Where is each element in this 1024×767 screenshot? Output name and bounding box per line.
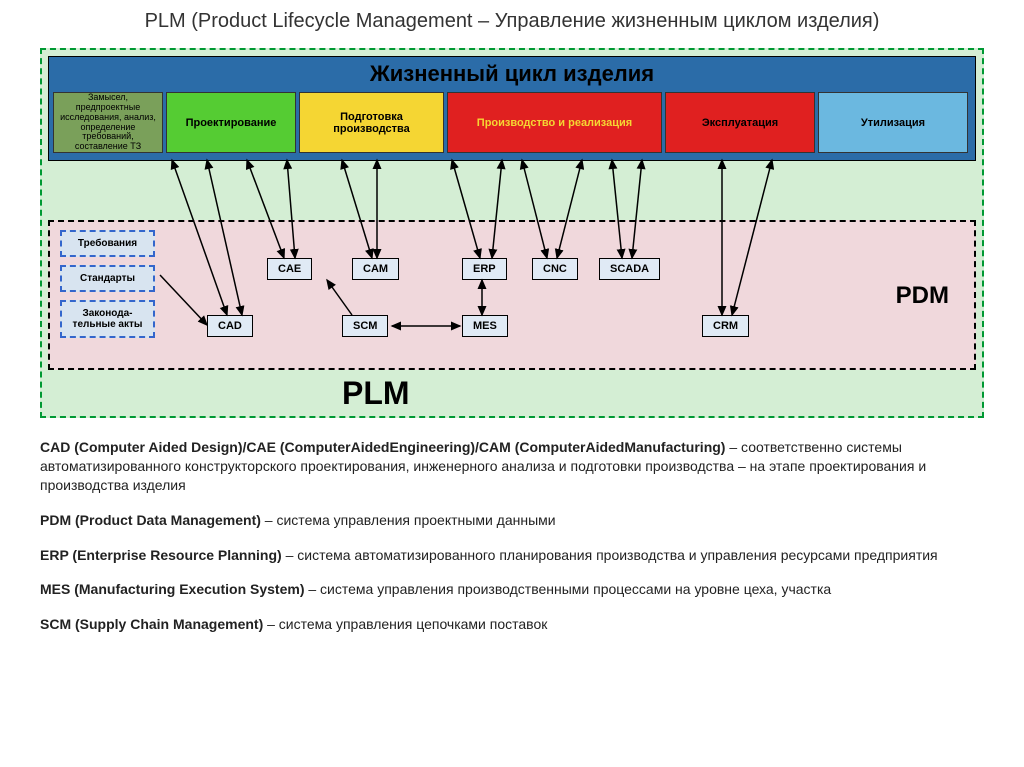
tool-cad: CAD: [207, 315, 253, 337]
lifecycle-stage: Производство и реализация: [447, 92, 662, 153]
tool-cam: CAM: [352, 258, 399, 280]
tool-scada: SCADA: [599, 258, 660, 280]
definition: ERP (Enterprise Resource Planning) – сис…: [40, 546, 984, 565]
lifecycle-stages: Замысел, предпроектные исследования, ана…: [49, 92, 975, 157]
definitions: CAD (Computer Aided Design)/CAE (Compute…: [40, 438, 984, 634]
pdm-block: Требования Стандарты Законода- тельные акт…: [48, 220, 976, 370]
page-title: PLM (Product Lifecycle Management – Упра…: [40, 10, 984, 33]
tool-scm: SCM: [342, 315, 388, 337]
left-box: Требования: [60, 230, 155, 257]
tool-cae: CAE: [267, 258, 312, 280]
tool-erp: ERP: [462, 258, 507, 280]
tool-crm: CRM: [702, 315, 749, 337]
left-box: Законода- тельные акты: [60, 300, 155, 338]
tool-cnc: CNC: [532, 258, 578, 280]
tool-mes: MES: [462, 315, 508, 337]
lifecycle-title: Жизненный цикл изделия: [49, 61, 975, 87]
lifecycle-stage: Проектирование: [166, 92, 296, 153]
plm-container: Жизненный цикл изделия Замысел, предпрое…: [40, 48, 984, 418]
lifecycle-stage: Утилизация: [818, 92, 968, 153]
lifecycle-block: Жизненный цикл изделия Замысел, предпрое…: [48, 56, 976, 161]
pdm-label: PDM: [896, 282, 949, 310]
lifecycle-stage: Эксплуатация: [665, 92, 815, 153]
definition: MES (Manufacturing Execution System) – с…: [40, 580, 984, 599]
definition: PDM (Product Data Management) – система …: [40, 511, 984, 530]
left-box: Стандарты: [60, 265, 155, 292]
definition: CAD (Computer Aided Design)/CAE (Compute…: [40, 438, 984, 495]
plm-label: PLM: [342, 375, 410, 412]
lifecycle-stage: Замысел, предпроектные исследования, ана…: [53, 92, 163, 153]
definition: SCM (Supply Chain Management) – система …: [40, 615, 984, 634]
left-boxes: Требования Стандарты Законода- тельные акт…: [60, 230, 155, 338]
lifecycle-stage: Подготовка производства: [299, 92, 444, 153]
